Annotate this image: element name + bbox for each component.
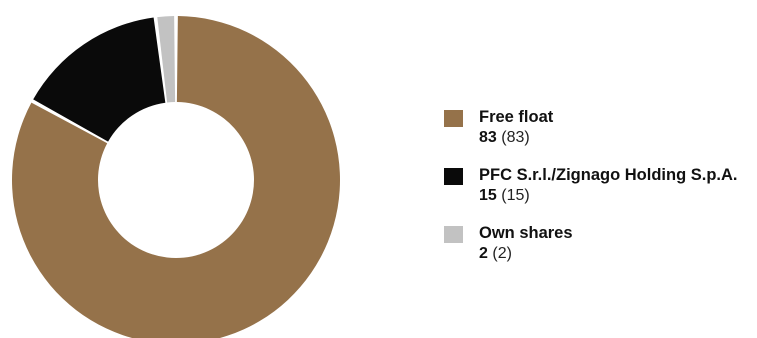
legend-value: 15 [479, 187, 497, 204]
legend-item-own-shares: Own shares 2 (2) [444, 223, 754, 281]
legend-item-free-float: Free float 83 (83) [444, 107, 754, 165]
legend-previous-value: (2) [492, 245, 512, 262]
donut-chart [12, 16, 340, 338]
legend-values: 15 (15) [479, 186, 754, 206]
legend-swatch-pfc-zignago [444, 168, 463, 185]
legend-label: PFC S.r.l./Zignago Holding S.p.A. [479, 166, 738, 184]
legend-value: 2 [479, 245, 488, 262]
donut-slice-pfc-s-r-l-zignago-holding-s-p-a [33, 17, 166, 142]
legend-previous-value: (83) [501, 129, 530, 146]
legend-label: Own shares [479, 224, 573, 242]
legend-swatch-own-shares [444, 226, 463, 243]
legend-item-pfc-zignago: PFC S.r.l./Zignago Holding S.p.A. 15 (15… [444, 165, 754, 223]
donut-slice-own-shares [157, 16, 176, 103]
legend-previous-value: (15) [501, 187, 530, 204]
legend-label: Free float [479, 108, 554, 126]
legend-swatch-free-float [444, 110, 463, 127]
legend: Free float 83 (83) PFC S.r.l./Zignago Ho… [444, 107, 754, 281]
donut-slice-free-float [12, 16, 340, 338]
legend-values: 2 (2) [479, 244, 754, 264]
legend-value: 83 [479, 129, 497, 146]
legend-values: 83 (83) [479, 128, 754, 148]
